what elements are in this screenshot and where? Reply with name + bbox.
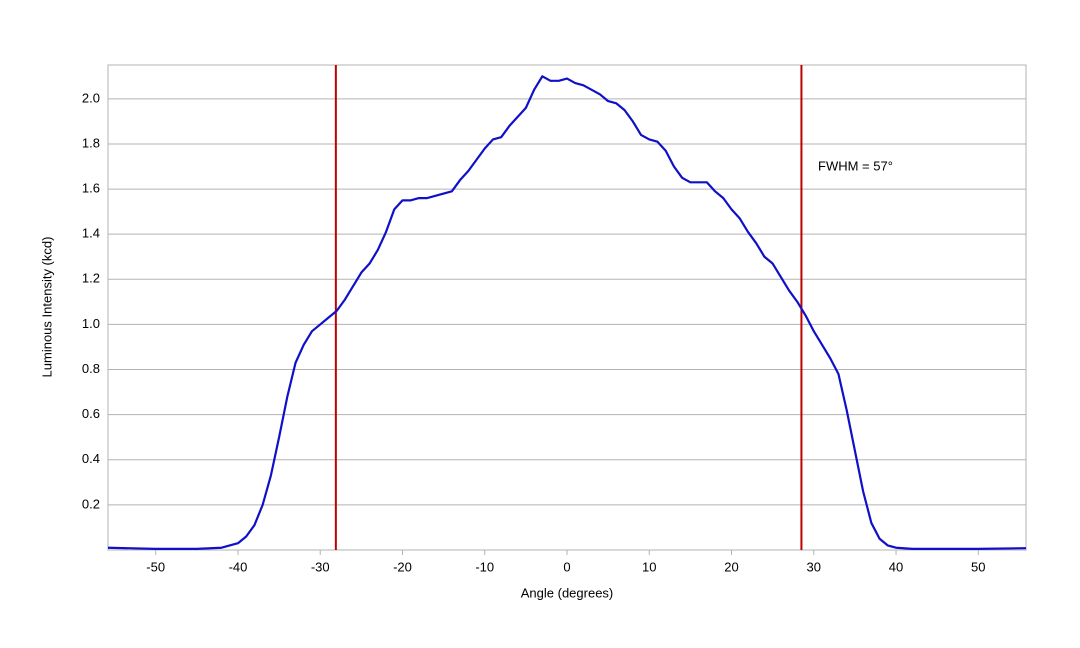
y-tick-label: 0.6 [82,406,100,421]
x-tick-label: -20 [393,559,412,574]
y-tick-label: 0.2 [82,496,100,511]
annotation: FWHM = 57° [818,158,893,173]
x-tick-label: -40 [229,559,248,574]
y-tick-label: 0.8 [82,361,100,376]
y-tick-label: 1.4 [82,226,100,241]
x-tick-label: -50 [146,559,165,574]
y-tick-label: 1.6 [82,181,100,196]
intensity-line [107,75,1027,550]
x-tick-label: 10 [642,559,656,574]
x-tick-label: 40 [889,559,903,574]
x-tick-label: -30 [311,559,330,574]
x-tick-label: 20 [724,559,738,574]
x-tick-label: 0 [563,559,570,574]
x-tick-label: 50 [971,559,985,574]
x-tick-label: -10 [475,559,494,574]
x-axis-label: Angle (degrees) [521,585,614,600]
x-tick-label: 30 [807,559,821,574]
plot-frame [107,64,1027,551]
y-tick-label: 0.4 [82,451,100,466]
y-tick-label: 1.2 [82,271,100,286]
y-axis-label: Luminous Intensity (kcd) [39,237,54,378]
y-tick-label: 1.0 [82,316,100,331]
y-tick-label: 2.0 [82,90,100,105]
y-tick-label: 1.8 [82,135,100,150]
